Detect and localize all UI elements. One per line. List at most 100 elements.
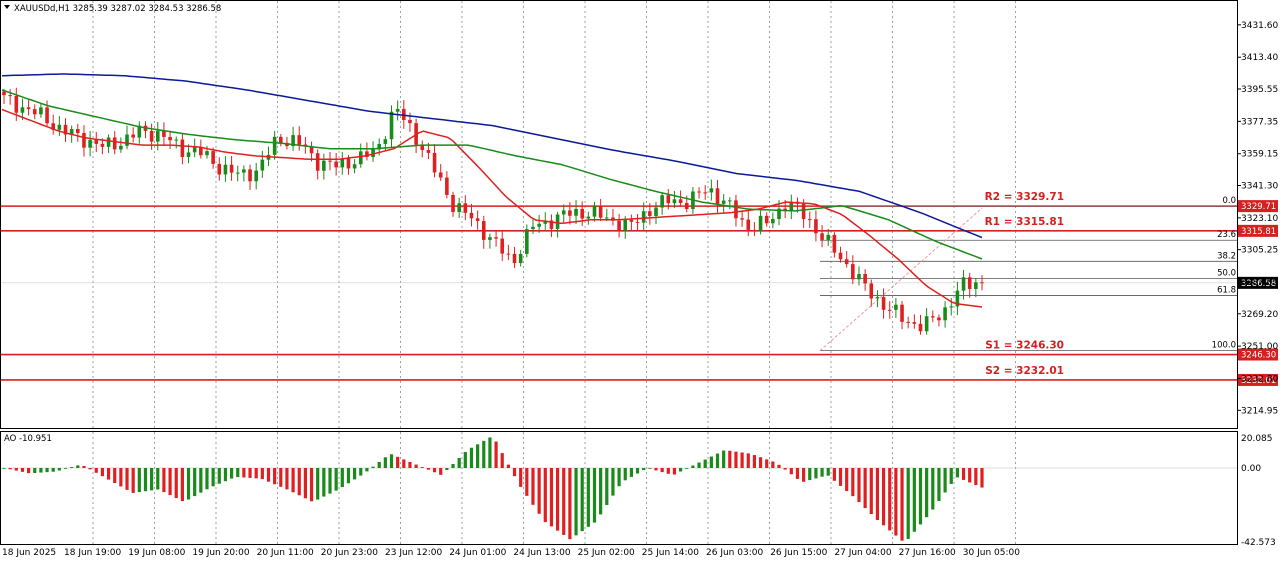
ao-bar <box>746 453 750 468</box>
current-price-tag-text: 3286.58 <box>1241 279 1276 289</box>
candle-body <box>869 283 874 299</box>
ao-bar <box>949 468 953 484</box>
candle-body <box>844 259 849 265</box>
candle-body <box>309 146 314 154</box>
candle-body <box>826 234 831 240</box>
candle-body <box>20 107 25 113</box>
candle-body <box>125 134 129 146</box>
current-price-tag <box>1238 276 1278 289</box>
candle-body <box>641 211 646 223</box>
ao-bar <box>672 468 677 475</box>
ao-bar <box>150 468 154 491</box>
candle-body <box>586 216 591 219</box>
ao-bar <box>851 468 855 497</box>
ao-bar <box>648 468 652 469</box>
candle-body <box>875 297 880 299</box>
candle-body <box>463 203 468 213</box>
vertical-grid <box>92 1 1016 544</box>
candle-body <box>358 151 363 165</box>
candle-body <box>728 200 732 202</box>
ao-bar <box>174 468 178 499</box>
candle-body <box>76 129 80 134</box>
ao-bar <box>875 468 880 520</box>
ao-bar <box>76 465 80 468</box>
candle-body <box>365 151 369 157</box>
ao-bar <box>236 468 240 478</box>
candle-body <box>106 137 111 147</box>
candle-body <box>617 220 621 232</box>
fib-trend-line <box>819 207 983 351</box>
ao-bar <box>543 468 547 523</box>
candle-body <box>278 136 283 143</box>
ao-bar <box>297 468 301 496</box>
candle-body <box>149 130 154 142</box>
candle-body <box>242 169 246 173</box>
candle-body <box>518 253 523 264</box>
x-tick-label: 19 Jun 08:00 <box>128 548 185 558</box>
ao-bar <box>802 468 806 482</box>
candle-body <box>894 304 898 310</box>
candle-body <box>254 170 258 182</box>
ao-bar <box>39 468 43 473</box>
ao-bar <box>974 468 978 486</box>
ao-bar <box>94 468 98 473</box>
ao-bar <box>715 453 720 468</box>
y-tick-label: 3232.80 <box>1241 375 1278 385</box>
ao-bar <box>691 465 695 468</box>
candle-body <box>801 203 806 220</box>
candle-body <box>174 139 179 141</box>
candle-body <box>967 277 972 289</box>
candle-body <box>168 136 172 141</box>
ao-y-tick-label: 20.085 <box>1241 434 1273 444</box>
ao-bar <box>131 468 135 493</box>
ao-bar <box>654 468 658 471</box>
fib-label: 38.2 <box>1217 251 1236 261</box>
ao-bar <box>451 463 455 468</box>
candle-body <box>32 109 37 115</box>
price-axis: 3431.60 3413.40 3395.55 3377.35 3359.15 3341.… <box>1237 21 1278 548</box>
x-tick-label: 30 Jun 05:00 <box>963 548 1020 558</box>
candle-body <box>469 212 474 219</box>
candle-body <box>494 237 498 239</box>
candle-body <box>217 163 222 175</box>
candle-body <box>291 135 295 147</box>
ao-bar <box>752 455 757 468</box>
x-tick-label: 23 Jun 12:00 <box>385 548 442 558</box>
candle-body <box>974 282 978 289</box>
ao-bar <box>254 468 258 479</box>
ao-bar <box>445 468 449 470</box>
ao-bar <box>119 468 123 487</box>
ao-bar <box>679 468 683 472</box>
ao-bar <box>469 447 474 468</box>
candle-body <box>63 124 68 135</box>
ao-bar <box>113 468 117 484</box>
candle-body <box>488 237 492 240</box>
ao-bar <box>82 465 86 468</box>
candle-body <box>475 218 480 222</box>
ao-bar <box>506 464 510 468</box>
level-price-tag <box>1238 348 1278 361</box>
candle-body <box>2 91 6 96</box>
x-tick-label: 24 Jun 01:00 <box>449 548 506 558</box>
triangle-down-icon[interactable] <box>4 5 10 9</box>
ao-bar <box>100 468 105 477</box>
candle-body <box>451 194 455 212</box>
ao-bar <box>697 462 701 468</box>
candle-body <box>229 164 234 173</box>
candle-body <box>654 207 658 216</box>
ao-bar <box>912 468 916 532</box>
ao-bar <box>605 468 609 506</box>
candle-body <box>678 199 683 203</box>
ao-bar <box>463 451 467 468</box>
ao-bar <box>162 468 166 493</box>
ao-bar <box>814 468 818 479</box>
candle-body <box>112 137 117 150</box>
ao-bar <box>789 468 793 475</box>
candle-body <box>623 219 628 232</box>
candle-body <box>807 219 812 221</box>
ao-bar <box>383 457 387 468</box>
candle-body <box>340 158 345 168</box>
candle-body <box>980 282 984 284</box>
candle-body <box>346 158 351 169</box>
